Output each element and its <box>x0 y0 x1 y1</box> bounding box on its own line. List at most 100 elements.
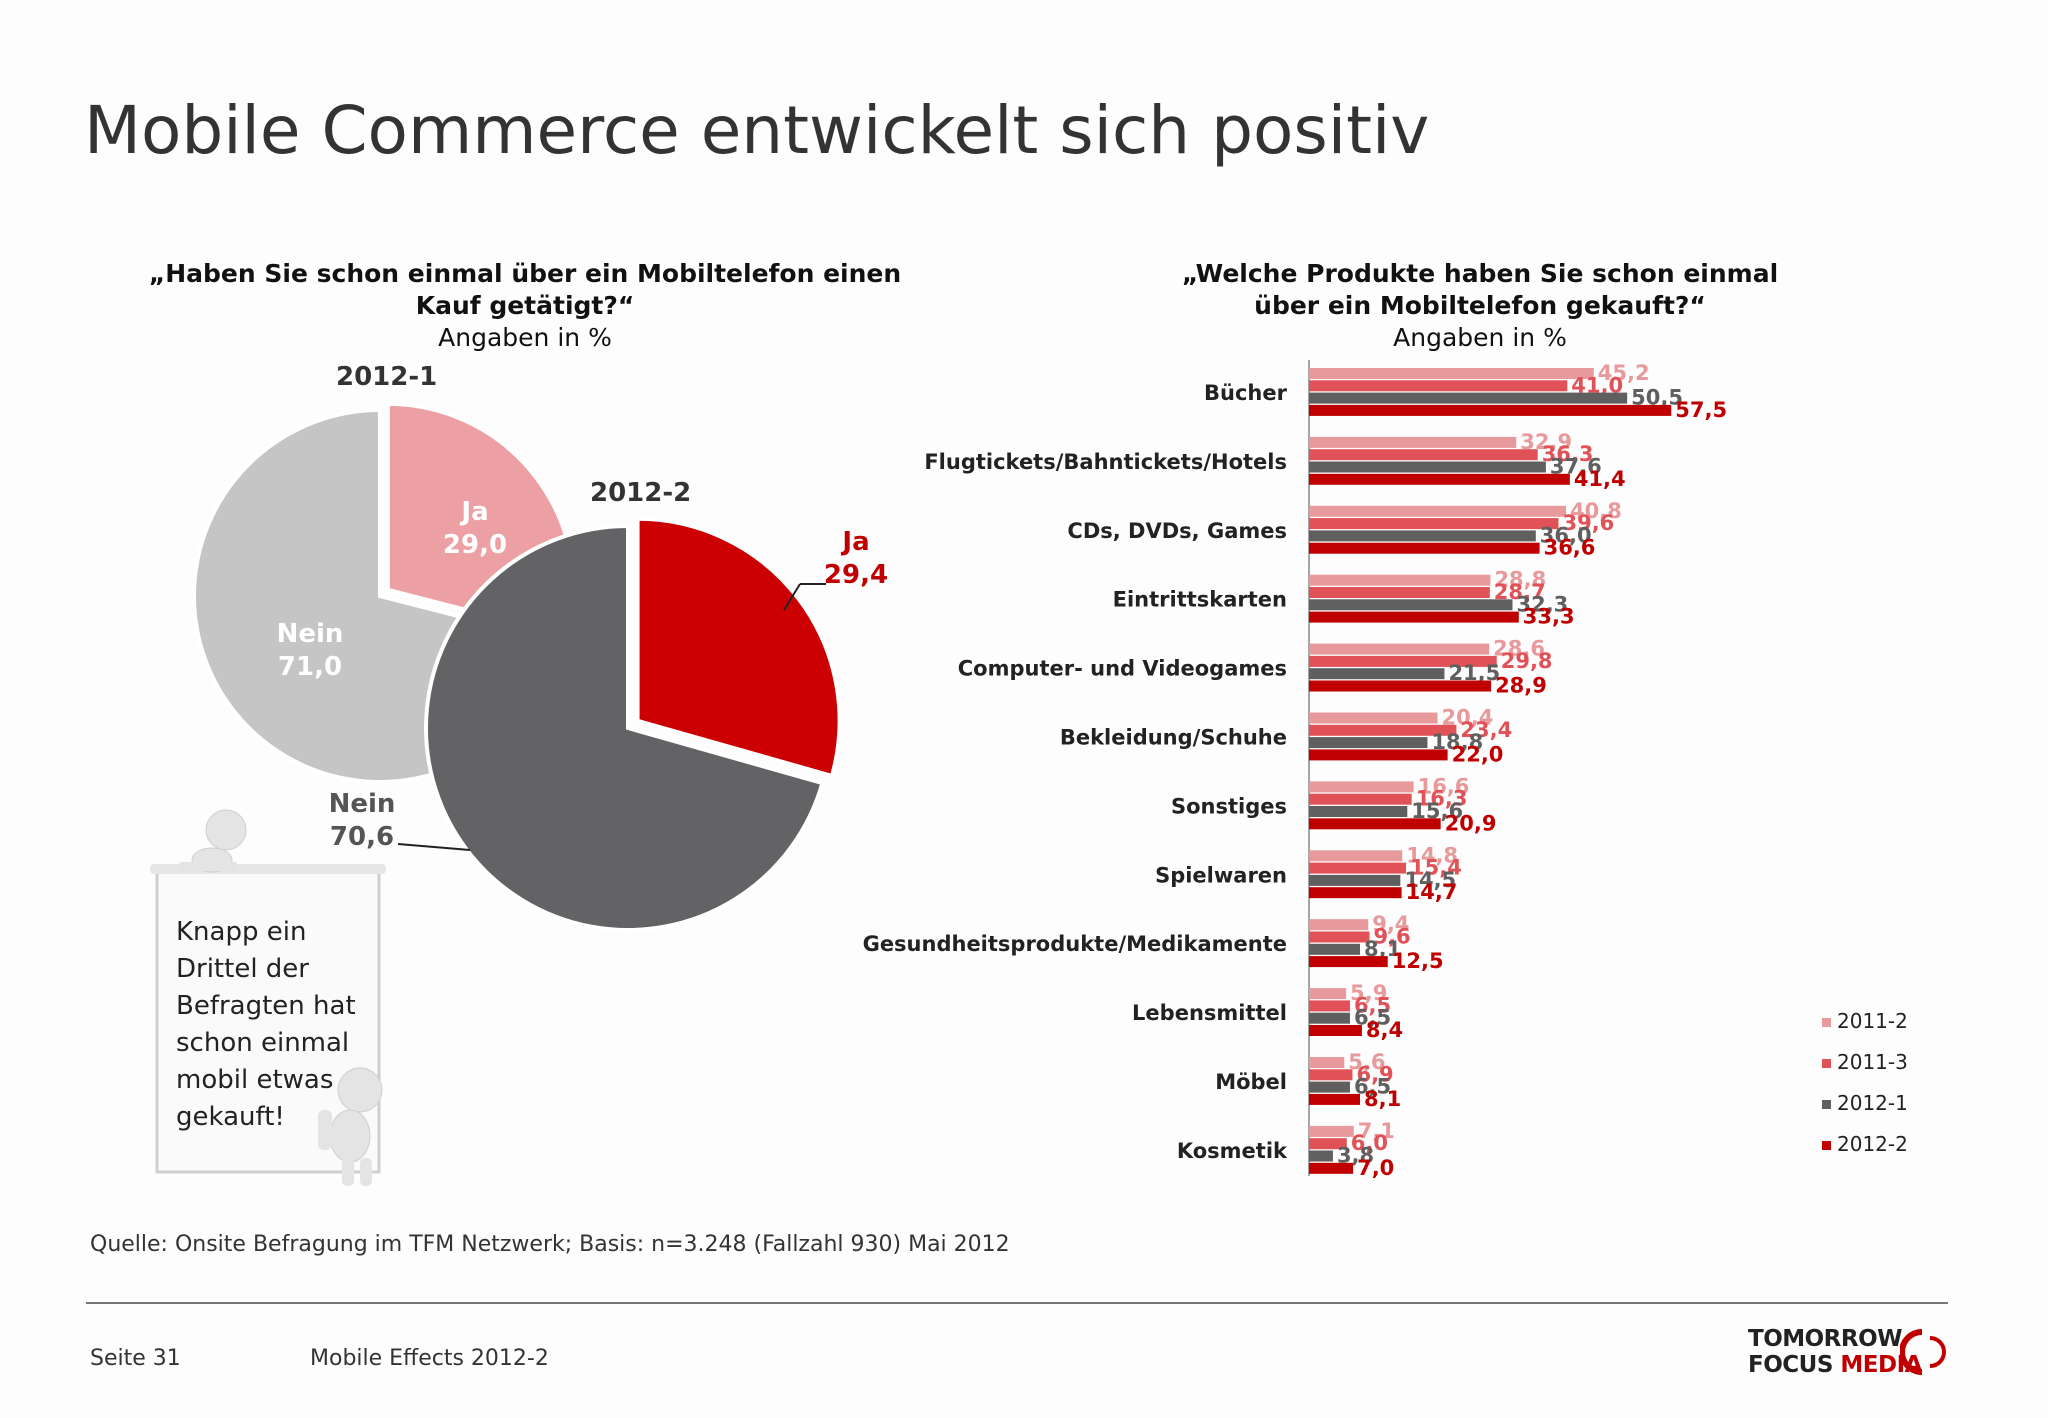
value-label: 15,4 <box>1410 856 1462 880</box>
bar-2012-1 <box>1309 737 1428 749</box>
pie1-ja-value: 29,0 <box>442 530 508 560</box>
bar-2012-2 <box>1309 749 1448 761</box>
pie2-ja-value: 29,4 <box>823 560 889 590</box>
value-label: 8,1 <box>1364 1087 1401 1111</box>
category-label: Eintrittskarten <box>1113 588 1287 612</box>
pie1-title: 2012-1 <box>336 362 438 392</box>
logo-line2: FOCUS MEDIA <box>1748 1352 1922 1378</box>
pie2-nein-label: Nein 70,6 <box>312 788 412 854</box>
bar-2012-1 <box>1309 668 1445 680</box>
pie1-nein-label: Nein 71,0 <box>260 618 360 684</box>
legend-swatch <box>1822 1141 1831 1150</box>
category-label: Lebensmittel <box>1132 1001 1287 1025</box>
bar-2012-2 <box>1309 473 1570 485</box>
bar-2012-1 <box>1309 461 1546 473</box>
note-text: Knapp ein Drittel der Befragten hat scho… <box>176 914 376 1136</box>
bar-2011-2 <box>1309 781 1414 793</box>
bar-2011-2 <box>1309 505 1567 517</box>
left-question-line2: Kauf getätigt?“ <box>415 291 635 320</box>
logo-focus: FOCUS <box>1748 1352 1841 1378</box>
pie2-nein-value: 70,6 <box>329 822 395 852</box>
value-label: 40,8 <box>1570 499 1622 523</box>
value-label: 39,6 <box>1562 511 1614 535</box>
bar-2011-2 <box>1309 919 1369 931</box>
value-label: 28,6 <box>1493 637 1545 661</box>
pie1-nein-value: 71,0 <box>277 652 343 682</box>
category-label: Kosmetik <box>1177 1139 1288 1163</box>
legend-swatch <box>1822 1100 1831 1109</box>
category-label: Bücher <box>1204 381 1288 405</box>
note-line: schon einmal <box>176 1028 350 1058</box>
bar-2012-1 <box>1309 874 1401 886</box>
bar-2011-3 <box>1309 655 1497 667</box>
right-question-line2: über ein Mobiltelefon gekauft?“ <box>1254 291 1706 320</box>
pie2-slice-ja <box>635 516 842 779</box>
value-label: 29,8 <box>1501 649 1553 673</box>
category-label: Flugtickets/Bahntickets/Hotels <box>924 450 1287 474</box>
bar-2012-2 <box>1309 1162 1354 1174</box>
legend-label: 2011-2 <box>1837 1009 1908 1033</box>
left-question: „Haben Sie schon einmal über ein Mobilte… <box>90 258 960 354</box>
legend-label: 2012-1 <box>1837 1091 1908 1115</box>
bar-2012-2 <box>1309 542 1540 554</box>
value-label: 16,6 <box>1418 774 1470 798</box>
pie1-ja-label: Ja 29,0 <box>430 496 520 562</box>
note-line: mobil etwas <box>176 1065 334 1095</box>
value-label: 28,8 <box>1494 568 1546 592</box>
category-label: Möbel <box>1215 1070 1287 1094</box>
nein-leader-line <box>397 843 471 851</box>
value-label: 8,4 <box>1366 1018 1403 1042</box>
value-label: 57,5 <box>1675 398 1727 422</box>
value-label: 6,5 <box>1354 1075 1391 1099</box>
bar-2011-3 <box>1309 724 1457 736</box>
bar-2012-1 <box>1309 599 1513 611</box>
note-line: Drittel der <box>176 954 309 984</box>
value-label: 36,3 <box>1542 442 1594 466</box>
bar-2011-2 <box>1309 850 1403 862</box>
value-label: 14,8 <box>1406 843 1458 867</box>
footer-divider <box>86 1302 1948 1304</box>
value-label: 20,9 <box>1445 811 1497 835</box>
value-label: 9,6 <box>1373 925 1410 949</box>
bar-chart: Bücher45,241,050,557,5Flugtickets/Bahnti… <box>863 360 1908 1180</box>
pie2-nein-name: Nein <box>328 789 396 819</box>
left-question-line1: „Haben Sie schon einmal über ein Mobilte… <box>148 259 902 288</box>
bar-2011-3 <box>1309 1138 1347 1150</box>
pie1-ja-name: Ja <box>461 497 489 527</box>
bar-2012-1 <box>1309 943 1361 955</box>
bar-2012-2 <box>1309 1025 1362 1036</box>
pie-2012-2 <box>424 516 842 932</box>
bar-2012-2 <box>1309 956 1388 968</box>
bar-2012-1 <box>1309 1081 1350 1093</box>
category-label: Computer- und Videogames <box>958 657 1287 681</box>
value-label: 14,5 <box>1404 868 1456 892</box>
value-label: 41,4 <box>1574 467 1626 491</box>
value-label: 6,9 <box>1356 1062 1393 1086</box>
value-label: 23,4 <box>1460 718 1512 742</box>
figure-bottom-icon <box>318 1067 383 1186</box>
bar-2011-3 <box>1309 793 1412 805</box>
bar-2011-3 <box>1309 862 1407 874</box>
logo-mark-icon <box>1900 1329 1946 1375</box>
bar-2012-1 <box>1309 1150 1333 1162</box>
pie-charts <box>150 401 842 1186</box>
bar-2012-1 <box>1309 1012 1350 1024</box>
bar-2011-3 <box>1309 380 1568 392</box>
bar-2011-2 <box>1309 712 1438 724</box>
legend-label: 2012-2 <box>1837 1132 1908 1156</box>
right-question: „Welche Produkte haben Sie schon einmal … <box>1100 258 1860 354</box>
bar-2012-2 <box>1309 404 1672 416</box>
pie2-title: 2012-2 <box>590 478 692 508</box>
bar-2011-2 <box>1309 1125 1354 1137</box>
legend-swatch <box>1822 1018 1831 1027</box>
bar-2011-2 <box>1309 574 1491 586</box>
legend-label: 2011-3 <box>1837 1050 1908 1074</box>
figure-top-icon <box>178 809 247 873</box>
right-question-unit: Angaben in % <box>1393 323 1567 352</box>
value-label: 45,2 <box>1598 361 1650 385</box>
value-label: 5,6 <box>1348 1050 1385 1074</box>
value-label: 6,0 <box>1351 1131 1388 1155</box>
category-label: CDs, DVDs, Games <box>1067 519 1287 543</box>
value-label: 14,7 <box>1406 880 1458 904</box>
bar-2011-3 <box>1309 1000 1350 1012</box>
